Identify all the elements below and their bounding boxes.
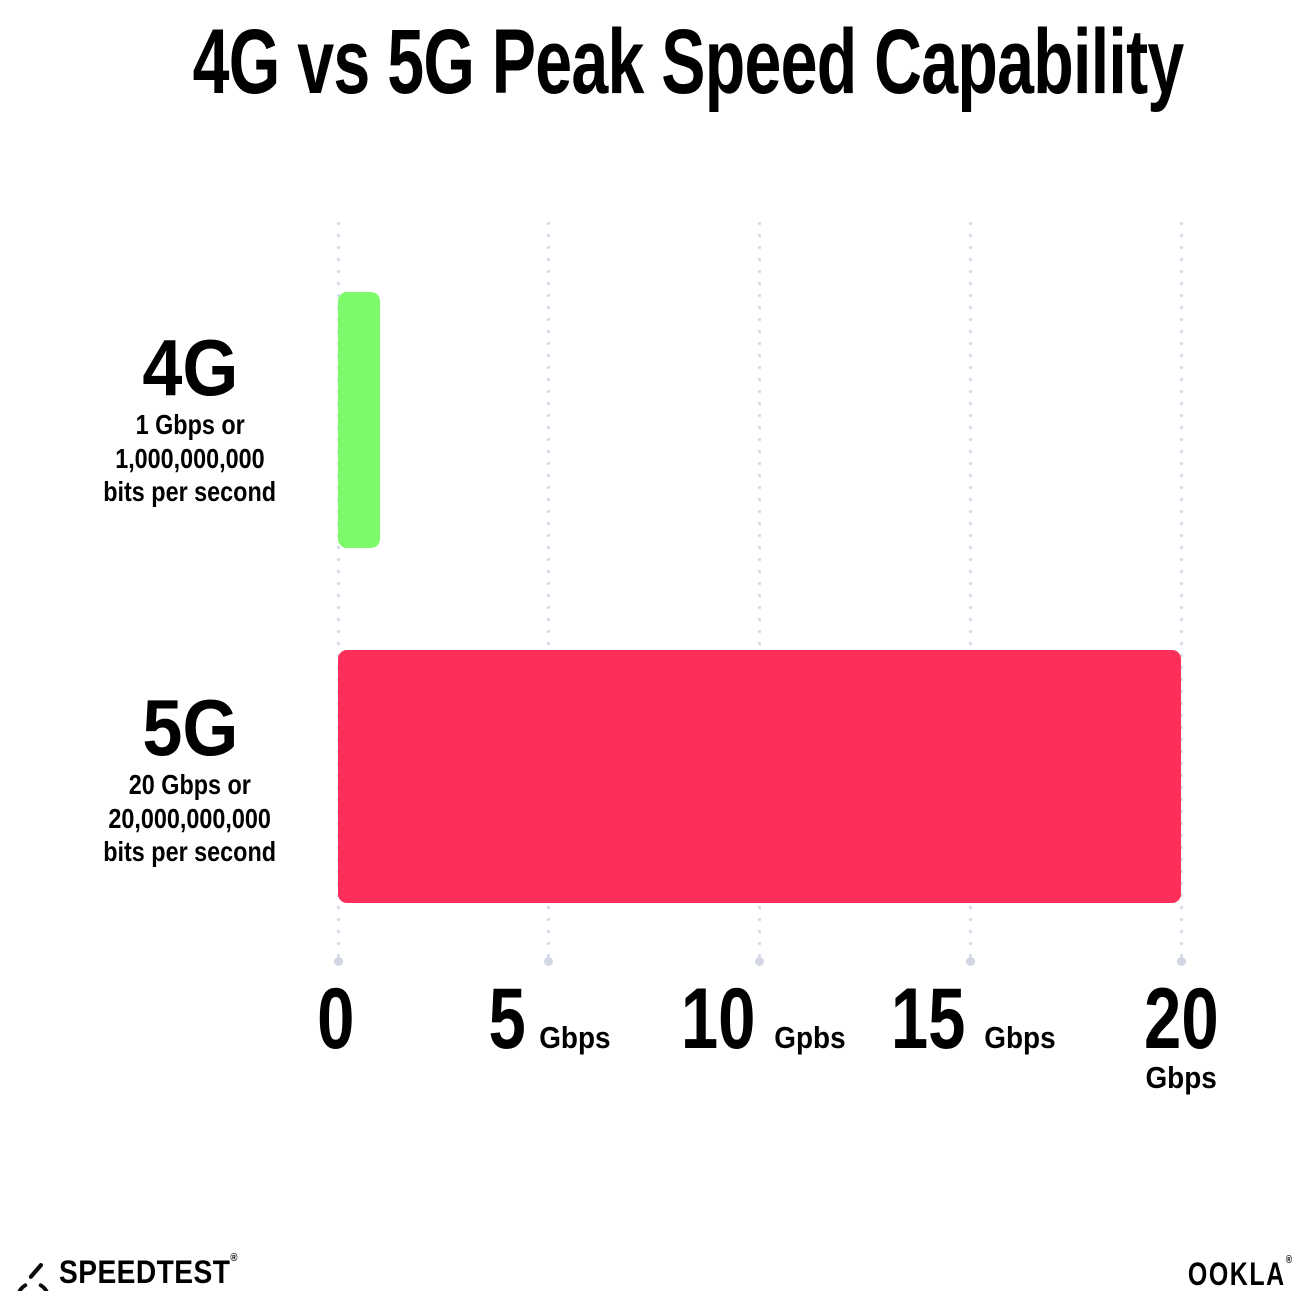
category-5g: 5G 20 Gbps or 20,000,000,000 bits per se…: [30, 683, 350, 869]
x-tick-10-unit: Gpbs: [773, 1020, 846, 1055]
page-title-text: 4G vs 5G Peak Speed Capability: [192, 11, 1185, 113]
x-tick-0: 0: [312, 971, 364, 1067]
x-tick-5: 5 Gbps: [483, 971, 615, 1067]
title-row: 4G vs 5G Peak Speed Capability: [0, 14, 1308, 111]
category-4g-detail-line3: bits per second: [103, 476, 277, 507]
category-4g-detail-line1: 1 Gbps or: [135, 409, 245, 440]
category-5g-detail-line1: 20 Gbps or: [128, 769, 252, 800]
page-title: 4G vs 5G Peak Speed Capability: [0, 14, 1308, 111]
x-tick-20-value: 20: [1143, 971, 1219, 1067]
gridline-20: [1176, 222, 1186, 966]
speedtest-gauge-icon: [17, 1263, 49, 1291]
gridline-end-dot: [544, 957, 554, 966]
gridline-end-dot: [1176, 957, 1186, 966]
category-5g-name: 5G: [30, 683, 350, 772]
category-4g-detail-line2: 1,000,000,000: [115, 442, 265, 474]
x-tick-10-value: 10: [680, 971, 755, 1067]
speedtest-wordmark-text: SPEEDTEST: [59, 1253, 231, 1290]
x-tick-0-value: 0: [317, 971, 355, 1067]
x-tick-20-unit: Gbps: [1145, 1059, 1217, 1095]
category-4g-name: 4G: [30, 323, 350, 412]
bar-5g: [338, 650, 1181, 903]
gridline-0: [333, 222, 343, 966]
gridline-end-dot: [755, 957, 764, 966]
gridline-5: [544, 222, 554, 966]
ookla-logo: OOKLA®: [1158, 1253, 1294, 1293]
ookla-wordmark: OOKLA®: [1188, 1253, 1294, 1293]
x-tick-20: 20 Gbps: [1118, 971, 1245, 1095]
gridline-end-dot: [965, 957, 975, 966]
plot-area: [333, 222, 1186, 966]
ookla-trademark: ®: [1286, 1253, 1294, 1266]
x-tick-5-unit: Gbps: [539, 1020, 611, 1055]
gridline-15: [965, 222, 975, 966]
category-4g: 4G 1 Gbps or 1,000,000,000 bits per seco…: [30, 323, 350, 509]
speedtest-logo: SPEEDTEST®: [14, 1252, 262, 1292]
x-tick-15-unit: Gbps: [984, 1020, 1056, 1055]
category-5g-detail-line2: 20,000,000,000: [108, 802, 272, 834]
category-5g-detail: 20 Gbps or 20,000,000,000 bits per secon…: [30, 768, 350, 869]
gridline-end-dot: [333, 957, 343, 966]
category-5g-detail-line3: bits per second: [103, 836, 277, 867]
category-5g-name-text: 5G: [141, 683, 239, 772]
x-tick-10: 10 Gpbs: [670, 971, 849, 1067]
speedtest-trademark: ®: [230, 1251, 238, 1264]
x-tick-5-value: 5: [488, 971, 526, 1067]
category-4g-detail: 1 Gbps or 1,000,000,000 bits per second: [30, 408, 350, 509]
x-tick-15: 15 Gbps: [881, 971, 1060, 1067]
ookla-wordmark-text: OOKLA: [1188, 1255, 1287, 1292]
category-4g-name-text: 4G: [141, 323, 239, 412]
speedtest-wordmark: SPEEDTEST®: [59, 1251, 238, 1291]
gridline-10: [755, 222, 764, 966]
bar-4g: [338, 292, 381, 548]
x-tick-15-value: 15: [891, 971, 966, 1067]
